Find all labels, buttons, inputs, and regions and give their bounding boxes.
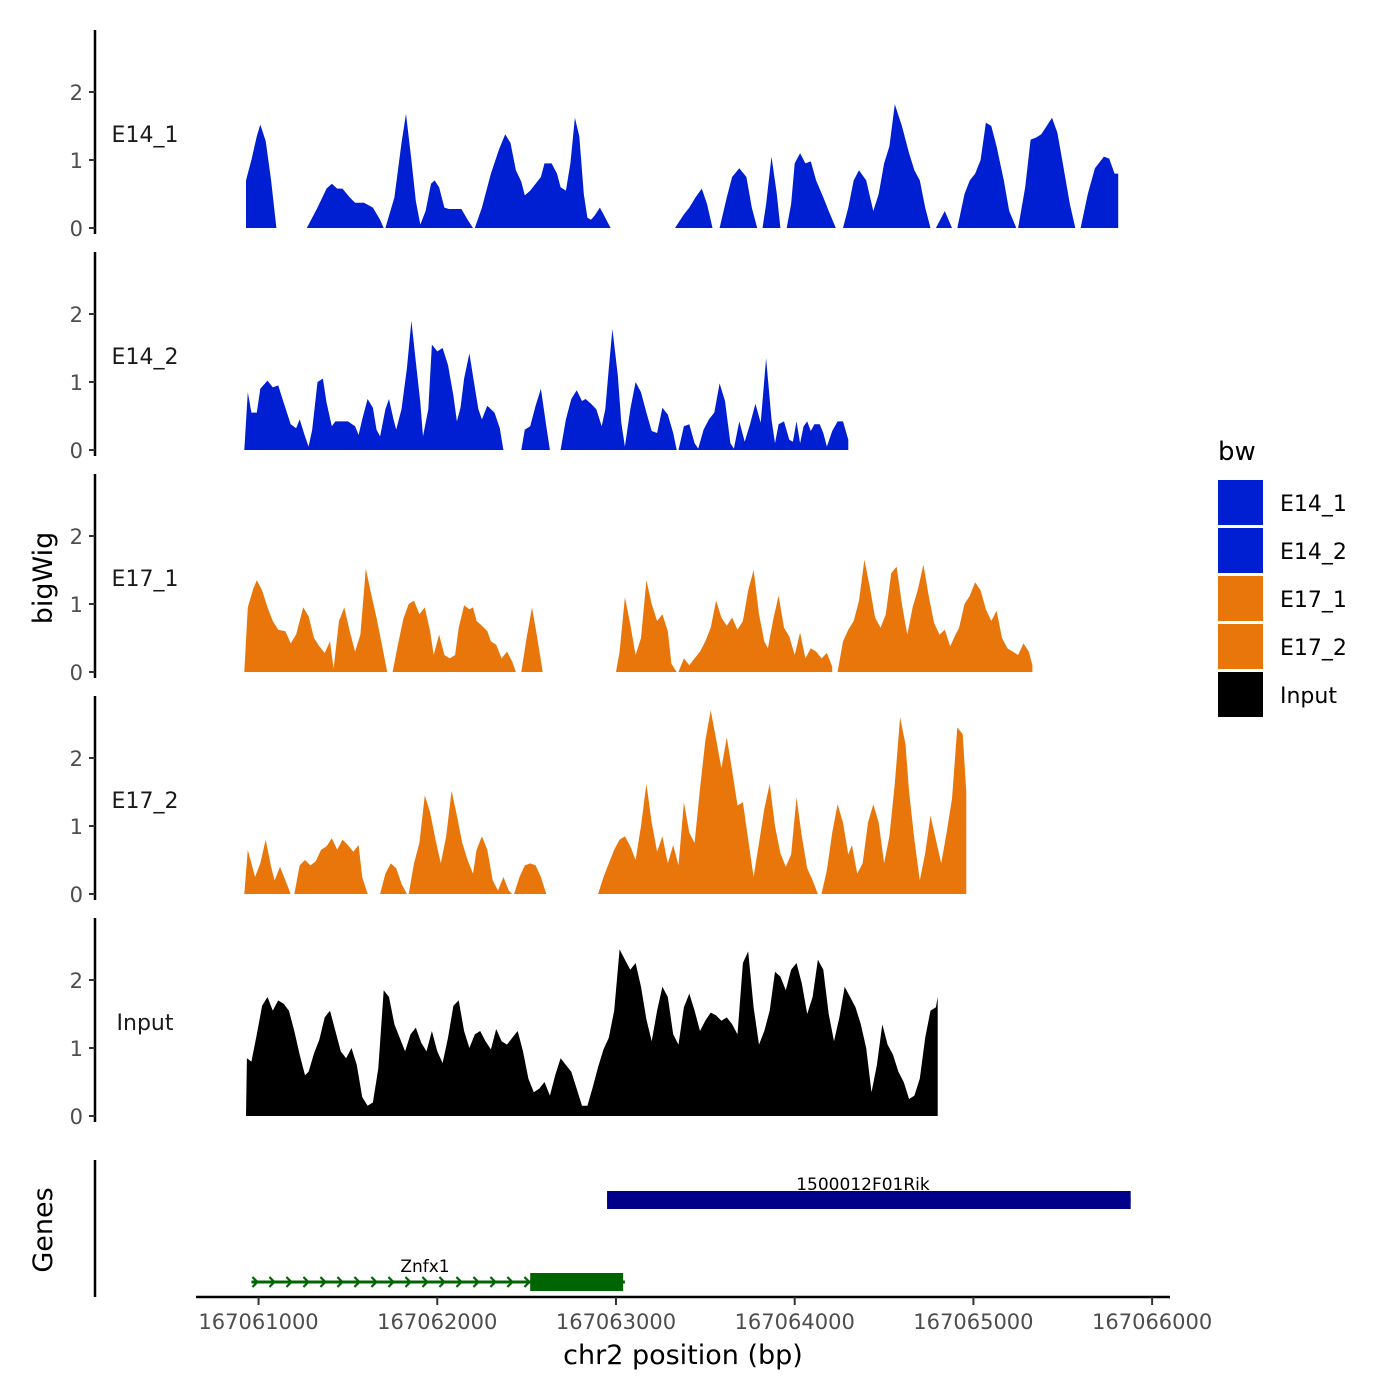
- area-E14_1: [246, 104, 1119, 228]
- y-tick-label: 2: [70, 303, 83, 327]
- strand-arrow: [370, 1276, 378, 1288]
- area-E17_1: [244, 559, 1033, 672]
- x-tick-label: 167066000: [1092, 1310, 1212, 1334]
- x-axis-title: chr2 position (bp): [563, 1340, 803, 1371]
- legend-title: bw: [1218, 437, 1256, 467]
- x-tick-label: 167062000: [377, 1310, 497, 1334]
- gene-Znfx1: Znfx1: [251, 1257, 625, 1291]
- y-tick-label: 0: [70, 217, 83, 241]
- strand-arrow: [387, 1276, 395, 1288]
- area-Input: [246, 949, 938, 1116]
- y-tick-label: 2: [70, 81, 83, 105]
- track-E14_1: 0 1 2 E14_1: [70, 30, 1119, 241]
- genes-track-label: Genes: [28, 1187, 59, 1272]
- strand-arrow: [268, 1276, 276, 1288]
- legend-swatch-E17_1: [1218, 576, 1263, 621]
- track-E14_2: 0 1 2 E14_2: [70, 252, 849, 463]
- gene-name: Znfx1: [400, 1257, 449, 1277]
- gene-name: 1500012F01Rik: [796, 1175, 930, 1195]
- strand-arrow: [455, 1276, 463, 1288]
- y-tick-label: 1: [70, 593, 83, 617]
- legend-label-E17_1: E17_1: [1280, 588, 1347, 613]
- tracks: 0 1 2 E14_1 0 1 2 E14_2 0 1 2 E17_1 0 1 2 E17_2 0 1 2 Input: [70, 30, 1119, 1129]
- legend-label-Input: Input: [1280, 684, 1337, 709]
- panel-label: E14_1: [112, 123, 179, 148]
- strand-arrow: [285, 1276, 293, 1288]
- x-tick-label: 167065000: [913, 1310, 1033, 1334]
- x-tick-label: 167063000: [556, 1310, 676, 1334]
- legend-swatch-E14_2: [1218, 528, 1263, 573]
- track-Input: 0 1 2 Input: [70, 918, 938, 1129]
- strand-arrow: [302, 1276, 310, 1288]
- track-E17_1: 0 1 2 E17_1: [70, 474, 1033, 685]
- gene-1500012F01Rik: 1500012F01Rik: [607, 1175, 1131, 1209]
- strand-arrow: [353, 1276, 361, 1288]
- y-tick-label: 0: [70, 883, 83, 907]
- track-E17_2: 0 1 2 E17_2: [70, 696, 967, 907]
- y-tick-label: 2: [70, 525, 83, 549]
- y-tick-label: 0: [70, 1105, 83, 1129]
- strand-arrow: [251, 1276, 259, 1288]
- strand-arrow: [523, 1276, 531, 1288]
- y-tick-label: 1: [70, 149, 83, 173]
- x-tick-label: 167061000: [198, 1310, 318, 1334]
- legend-label-E17_2: E17_2: [1280, 636, 1347, 661]
- y-tick-label: 1: [70, 371, 83, 395]
- gene-exon: [607, 1191, 1131, 1209]
- legend-label-E14_2: E14_2: [1280, 540, 1347, 565]
- legend-swatch-E14_1: [1218, 480, 1263, 525]
- panel-label: E14_2: [112, 345, 179, 370]
- y-tick-label: 2: [70, 747, 83, 771]
- y-axis-title: bigWig: [28, 532, 59, 625]
- panel-label: Input: [117, 1011, 174, 1036]
- strand-arrow: [506, 1276, 514, 1288]
- gene-exon: [530, 1273, 624, 1291]
- strand-arrow: [404, 1276, 412, 1288]
- area-E17_2: [244, 710, 967, 894]
- y-tick-label: 1: [70, 1037, 83, 1061]
- legend: bw E14_1 E14_2 E17_1 E17_2 Input: [1218, 437, 1347, 717]
- strand-arrow: [489, 1276, 497, 1288]
- panel-label: E17_2: [112, 789, 179, 814]
- area-E14_2: [244, 320, 849, 450]
- x-tick-label: 167064000: [735, 1310, 855, 1334]
- y-tick-label: 2: [70, 969, 83, 993]
- legend-label-E14_1: E14_1: [1280, 492, 1347, 517]
- panel-label: E17_1: [112, 567, 179, 592]
- legend-swatch-E17_2: [1218, 624, 1263, 669]
- y-tick-label: 1: [70, 815, 83, 839]
- strand-arrow: [336, 1276, 344, 1288]
- y-tick-label: 0: [70, 439, 83, 463]
- strand-arrow: [319, 1276, 327, 1288]
- y-tick-label: 0: [70, 661, 83, 685]
- strand-arrow: [421, 1276, 429, 1288]
- strand-arrow: [472, 1276, 480, 1288]
- genes-track: Genes 1500012F01Rik Znfx1: [28, 1160, 1131, 1297]
- strand-arrow: [438, 1276, 446, 1288]
- legend-swatch-Input: [1218, 672, 1263, 717]
- x-axis: 167061000 167062000 167063000 167064000 1670…: [196, 1295, 1212, 1334]
